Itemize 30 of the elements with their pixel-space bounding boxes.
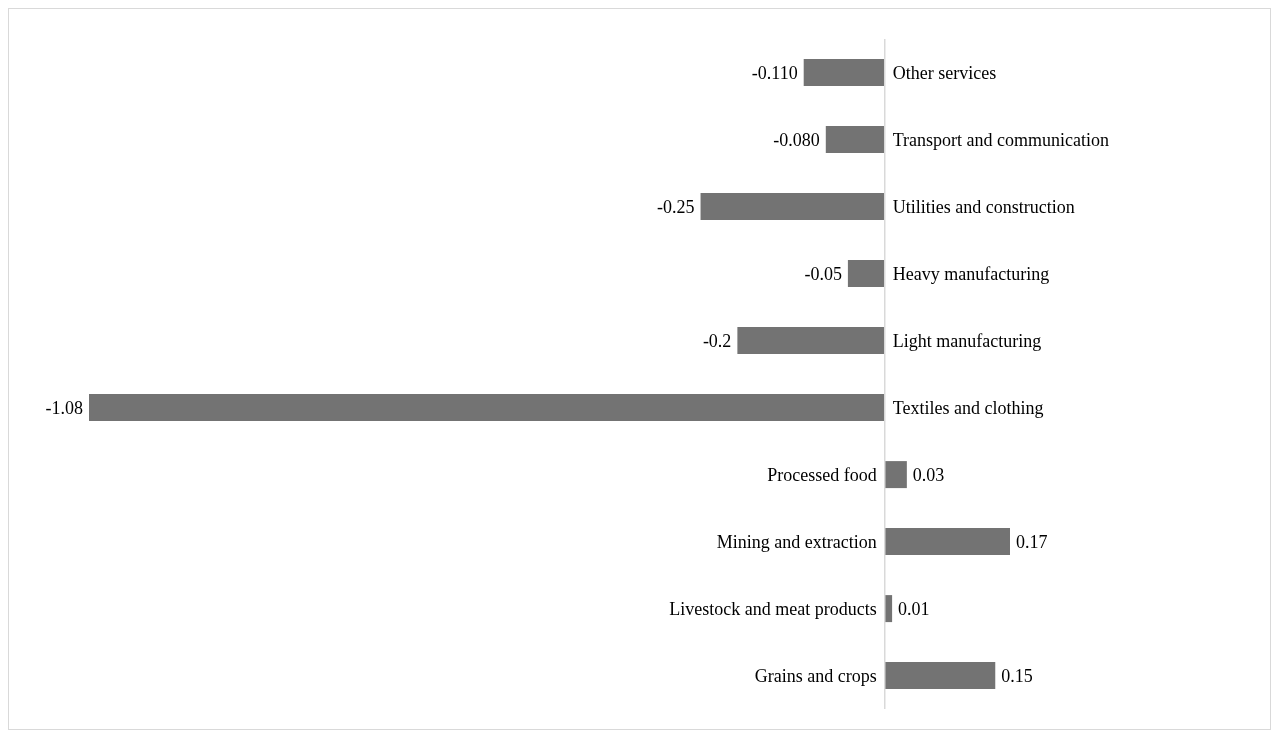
bar (825, 126, 885, 154)
data-label: -0.2 (702, 330, 732, 351)
data-label: -0.25 (657, 196, 695, 217)
data-label: -0.080 (773, 129, 820, 150)
bar (737, 327, 885, 355)
bar (884, 461, 907, 489)
bar (89, 394, 885, 422)
bar (884, 662, 996, 690)
bar (700, 193, 885, 221)
y-tick-label: Heavy manufacturing (892, 263, 1050, 284)
y-tick-label: Other services (892, 62, 997, 83)
data-label: -0.05 (804, 263, 842, 284)
data-label: 0.15 (1001, 665, 1033, 686)
y-tick-label: Mining and extraction (716, 531, 877, 552)
data-label: 0.01 (898, 598, 930, 619)
bar (847, 260, 885, 288)
y-tick-label: Processed food (767, 464, 877, 485)
y-tick-label: Utilities and construction (892, 196, 1075, 217)
bar (884, 528, 1010, 556)
data-label: 0.17 (1016, 531, 1048, 552)
data-label: -1.08 (45, 397, 83, 418)
y-tick-label: Light manufacturing (892, 330, 1042, 351)
y-tick-label: Grains and crops (754, 665, 877, 686)
y-tick-label: Textiles and clothing (892, 397, 1044, 418)
data-label: 0.03 (912, 464, 945, 485)
y-tick-label: Livestock and meat products (669, 598, 877, 619)
bar (803, 59, 885, 87)
data-label: -0.110 (751, 62, 798, 83)
bar (884, 595, 893, 623)
y-tick-label: Transport and communication (892, 129, 1110, 150)
